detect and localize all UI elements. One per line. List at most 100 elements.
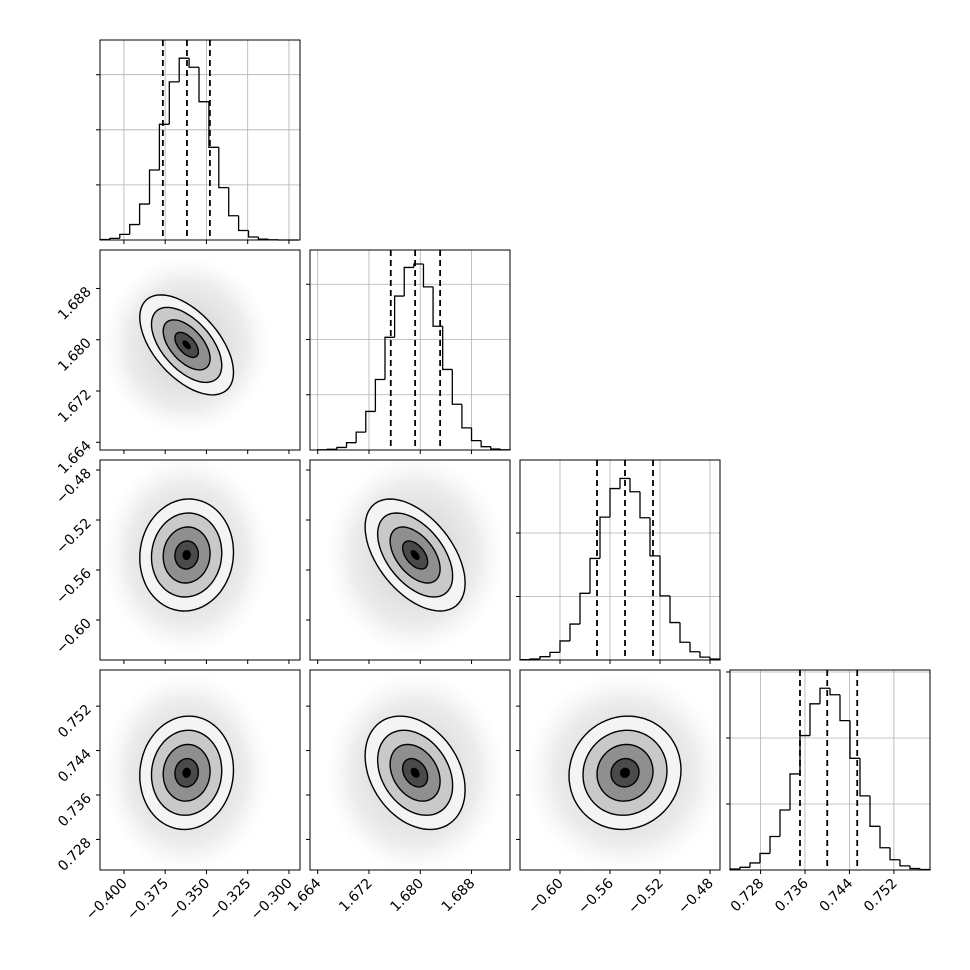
histogram-step xyxy=(384,336,395,380)
x-tick-label: −0.375 xyxy=(124,876,172,924)
histogram-step xyxy=(789,773,800,810)
x-tick-label: 1.664 xyxy=(285,875,325,915)
panel xyxy=(96,39,301,244)
histogram-step xyxy=(393,295,405,338)
histogram-step xyxy=(759,852,770,863)
density xyxy=(325,460,506,656)
histogram-step xyxy=(365,410,376,433)
histogram-step xyxy=(589,557,600,594)
histogram-step xyxy=(158,123,170,171)
y-tick-label: −0.56 xyxy=(53,565,95,607)
x-tick-label: −0.56 xyxy=(575,875,617,917)
histogram-step xyxy=(345,442,357,448)
panel-frame xyxy=(99,459,301,661)
histogram-step xyxy=(432,286,443,327)
histogram-step xyxy=(228,187,239,217)
histogram-step xyxy=(659,555,670,597)
histogram-step xyxy=(829,688,840,696)
histogram-step xyxy=(609,487,620,518)
x-tick-label: −0.48 xyxy=(675,876,717,918)
y-tick-label: 1.688 xyxy=(55,284,95,324)
y-tick-label: 0.736 xyxy=(55,790,95,830)
panel-frame xyxy=(729,669,931,871)
panel-frame xyxy=(309,669,511,871)
y-tick-label: −0.60 xyxy=(53,616,95,658)
histogram-step xyxy=(178,57,190,82)
histogram-step xyxy=(909,865,920,870)
histogram-step xyxy=(819,687,830,704)
histogram-step xyxy=(739,866,750,870)
histogram-step xyxy=(218,147,229,189)
panel: 0.728 0.736 0.744 0.752 xyxy=(726,669,931,916)
panel-frame xyxy=(309,459,511,661)
panel: −0.60−0.56−0.52−0.48 xyxy=(53,459,301,664)
histogram-step xyxy=(168,81,180,125)
density-peak xyxy=(410,550,420,560)
panel xyxy=(306,459,511,664)
histogram-step xyxy=(490,446,501,450)
histogram-step xyxy=(138,203,150,225)
density-peak xyxy=(410,767,420,778)
panel: −0.60−0.56−0.52−0.48 xyxy=(516,669,721,918)
histogram-step xyxy=(529,658,540,660)
histogram-step xyxy=(109,237,120,240)
histogram-step xyxy=(539,656,550,659)
y-tick-label: 1.672 xyxy=(55,387,95,427)
histogram-step xyxy=(470,427,482,442)
x-tick-label: 0.728 xyxy=(728,876,768,916)
density xyxy=(524,670,720,870)
x-tick-label: 0.752 xyxy=(861,876,901,916)
panel-frame xyxy=(99,39,301,241)
histogram-step xyxy=(869,795,880,827)
histogram-step xyxy=(779,809,790,837)
histogram-step xyxy=(749,862,760,868)
histogram-step xyxy=(188,58,200,68)
density-peak xyxy=(620,767,630,778)
histogram-step xyxy=(849,720,860,759)
histogram-step xyxy=(699,651,710,658)
histogram-step xyxy=(559,640,570,653)
histogram-step xyxy=(619,477,630,489)
histogram-step xyxy=(119,233,130,239)
x-tick-label: 1.672 xyxy=(336,876,376,916)
x-tick-label: 1.680 xyxy=(387,876,427,916)
x-tick-label: −0.60 xyxy=(525,876,567,918)
density xyxy=(102,670,271,870)
y-tick-label: −0.52 xyxy=(53,516,95,558)
histogram-step xyxy=(237,215,249,232)
x-tick-label: −0.400 xyxy=(83,876,131,924)
histogram-step xyxy=(451,369,462,405)
panel xyxy=(516,459,721,664)
panel-frame xyxy=(519,669,721,871)
histogram-step xyxy=(629,478,640,493)
histogram-step xyxy=(336,446,347,450)
y-tick-label: 0.744 xyxy=(55,746,95,786)
histogram-step xyxy=(769,835,780,854)
histogram-step xyxy=(208,101,219,148)
histogram-step xyxy=(403,266,414,297)
y-tick-label: 1.680 xyxy=(55,335,95,375)
x-tick-label: −0.325 xyxy=(207,876,255,924)
histogram-step xyxy=(148,169,160,205)
histogram-step xyxy=(809,703,820,736)
histogram-step xyxy=(689,642,700,653)
x-tick-label: 0.736 xyxy=(772,875,812,915)
histogram-step xyxy=(413,263,424,268)
histogram-step xyxy=(639,491,650,519)
histogram-step xyxy=(879,826,890,849)
histogram-step xyxy=(599,516,610,559)
y-tick-label: 0.752 xyxy=(55,702,95,742)
histogram-step xyxy=(669,595,680,624)
x-tick-label: 0.744 xyxy=(817,875,857,915)
histogram-step xyxy=(461,404,472,429)
histogram-step xyxy=(569,623,580,641)
histogram-step xyxy=(442,326,453,371)
histogram-step xyxy=(480,440,491,448)
panel-frame xyxy=(519,459,721,661)
panel-frame xyxy=(309,249,511,451)
histogram-step xyxy=(679,622,690,643)
histogram-step xyxy=(257,237,269,240)
